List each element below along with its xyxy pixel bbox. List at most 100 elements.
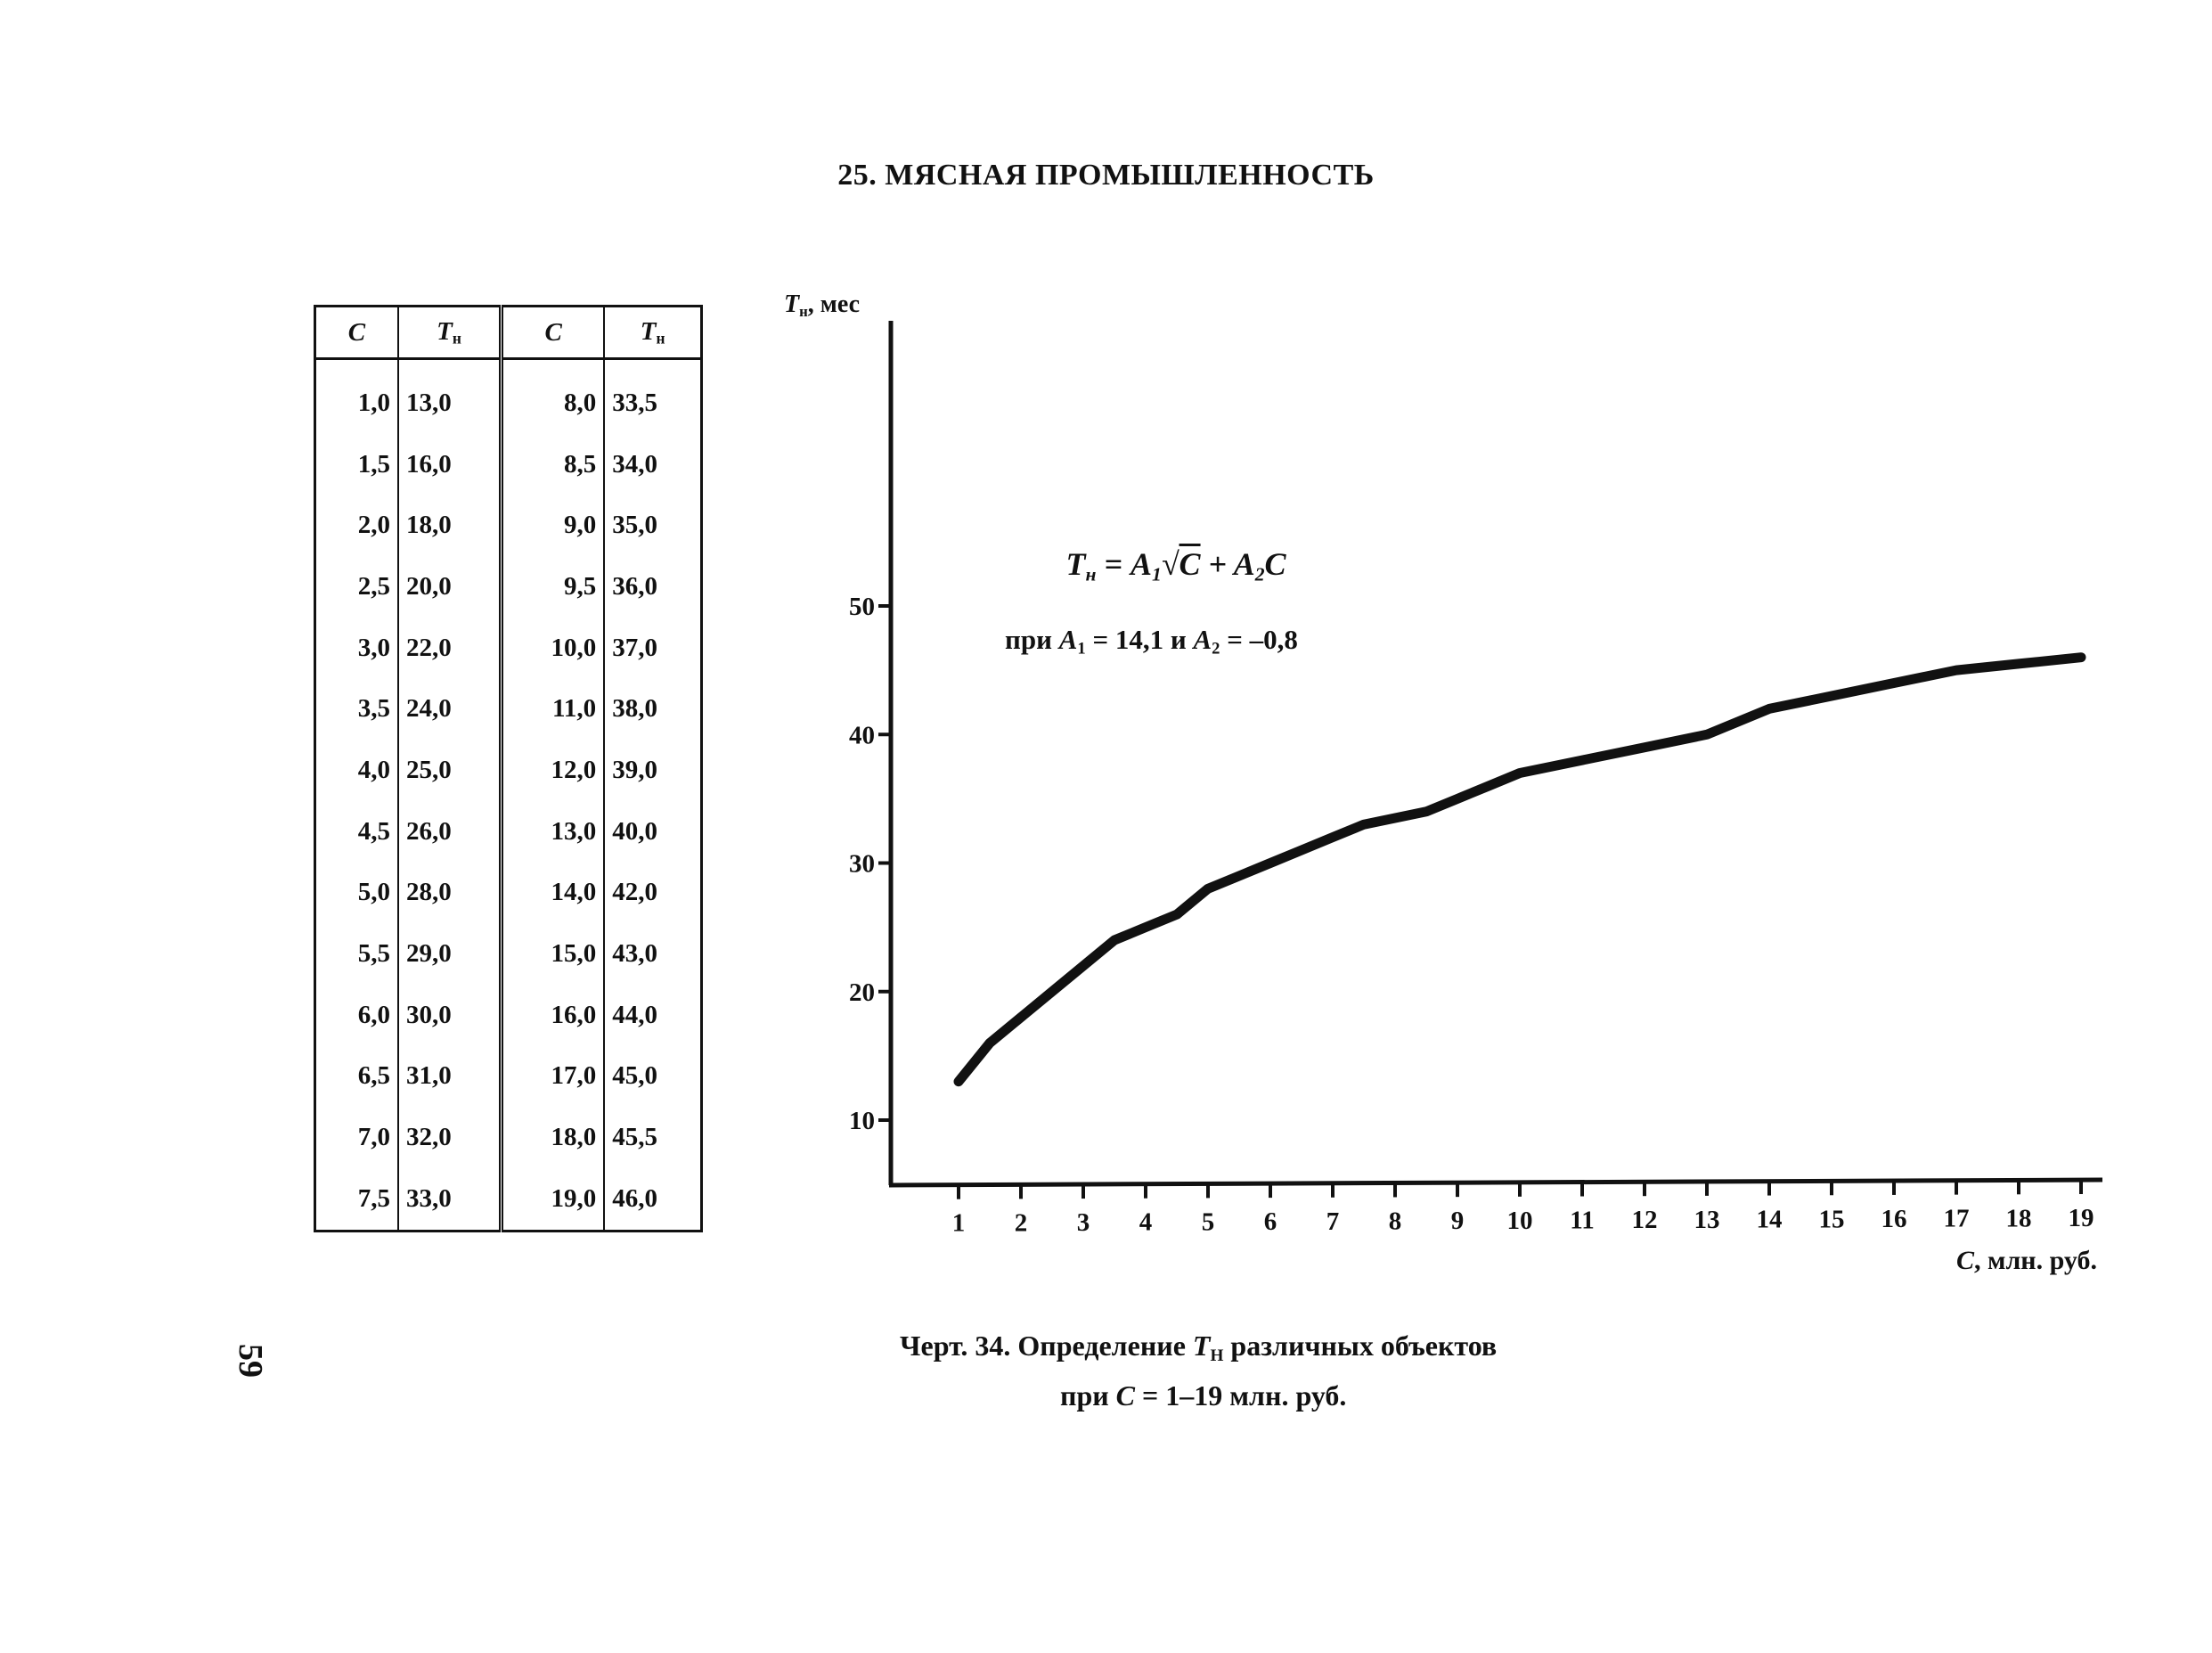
- x-tick-label: 6: [1264, 1207, 1277, 1236]
- table-cell: 9,0: [500, 495, 606, 557]
- x-tick-label: 12: [1632, 1206, 1658, 1234]
- table-header-row: C Tн C Tн: [313, 305, 704, 360]
- sqrt-sign: √: [1161, 546, 1179, 582]
- table-cell: 43,0: [604, 923, 704, 985]
- y-tick-label: 50: [849, 593, 875, 621]
- table-cell: 4,5: [313, 800, 399, 863]
- table-cell: 2,0: [313, 495, 399, 557]
- formula-condition: при A1 = 14,1 и A2 = –0,8: [1005, 624, 1298, 659]
- table-cell: 6,0: [313, 984, 399, 1046]
- x-tick-label: 18: [2006, 1204, 2032, 1232]
- table-row: 3,5 24,0 11,0 38,0: [313, 678, 704, 741]
- table-cell: 11,0: [500, 678, 606, 741]
- table-row: 1,5 16,0 8,5 34,0: [313, 433, 704, 495]
- table-row: 6,0 30,0 16,0 44,0: [313, 984, 704, 1046]
- table-cell: 46,0: [604, 1167, 704, 1232]
- header-c-left: C: [313, 305, 399, 360]
- table-row: 5,5 29,0 15,0 43,0: [313, 923, 704, 985]
- y-tick-label: 40: [849, 721, 875, 749]
- table-row: 7,5 33,0 19,0 46,0: [313, 1167, 704, 1232]
- table-cell: 28,0: [397, 862, 504, 924]
- table-body: 1,0 13,0 8,0 33,5 1,5 16,0 8,5 34,0 2,0 18,0 9,0 35…: [313, 358, 704, 1232]
- table-row: 4,5 26,0 13,0 40,0: [313, 800, 704, 863]
- table-row: 3,0 22,0 10,0 37,0: [313, 617, 704, 679]
- table-cell: 1,0: [313, 358, 399, 434]
- table-cell: 32,0: [397, 1107, 504, 1168]
- header-t-right: Tн: [604, 305, 704, 360]
- table-cell: 42,0: [604, 862, 704, 924]
- table-cell: 8,5: [500, 433, 606, 495]
- x-tick-label: 15: [1819, 1205, 1845, 1233]
- table-cell: 45,5: [604, 1107, 704, 1168]
- table-cell: 40,0: [604, 800, 704, 863]
- table-row: 1,0 13,0 8,0 33,5: [313, 358, 704, 434]
- table-cell: 17,0: [500, 1045, 606, 1108]
- table-cell: 4,0: [313, 740, 399, 801]
- table-cell: 5,5: [313, 923, 399, 985]
- y-tick-label: 20: [849, 978, 875, 1007]
- table-cell: 24,0: [397, 678, 504, 741]
- table-cell: 3,0: [313, 617, 399, 679]
- table-cell: 38,0: [604, 678, 704, 741]
- table-cell: 13,0: [500, 800, 606, 863]
- y-axis-label: Tн, мес: [784, 291, 861, 321]
- table-cell: 37,0: [604, 617, 704, 679]
- header-t-left: Tн: [397, 305, 504, 360]
- table-cell: 35,0: [604, 495, 704, 557]
- table-cell: 18,0: [397, 495, 504, 557]
- table-cell: 7,0: [313, 1107, 399, 1168]
- table-cell: 34,0: [604, 433, 704, 495]
- table-cell: 10,0: [500, 617, 606, 679]
- table-row: 5,0 28,0 14,0 42,0: [313, 862, 704, 924]
- x-tick-label: 14: [1757, 1206, 1783, 1234]
- x-tick-label: 13: [1694, 1206, 1720, 1234]
- table-cell: 16,0: [500, 984, 606, 1046]
- page-number: 59: [232, 1344, 269, 1378]
- table-cell: 2,5: [313, 556, 399, 618]
- table-row: 4,0 25,0 12,0 39,0: [313, 740, 704, 801]
- x-tick-label: 3: [1077, 1208, 1090, 1237]
- x-tick-label: 7: [1326, 1207, 1340, 1236]
- table-cell: 6,5: [313, 1045, 399, 1108]
- x-tick-label: 17: [1944, 1205, 1970, 1233]
- table-cell: 19,0: [500, 1167, 606, 1232]
- table-cell: 1,5: [313, 433, 399, 495]
- x-axis-label: C, млн. руб.: [1956, 1246, 2097, 1275]
- table-cell: 7,5: [313, 1167, 399, 1232]
- x-tick-label: 9: [1451, 1207, 1465, 1235]
- table-row: 2,0 18,0 9,0 35,0: [313, 495, 704, 557]
- table-row: 6,5 31,0 17,0 45,0: [313, 1045, 704, 1108]
- header-c-right: C: [500, 305, 606, 360]
- table-cell: 18,0: [500, 1107, 606, 1168]
- table-cell: 16,0: [397, 433, 504, 495]
- table-cell: 13,0: [397, 358, 504, 434]
- formula: Tн = A1√C + A2C: [1065, 546, 1286, 585]
- data-table: C Tн C Tн 1,0 13,0 8,0 33,5 1,5 16,0 8,5 34,0 2,…: [313, 305, 704, 1232]
- table-cell: 39,0: [604, 740, 704, 801]
- x-tick-label: 19: [2069, 1204, 2094, 1232]
- page-heading: 25. МЯСНАЯ ПРОМЫШЛЕННОСТЬ: [837, 159, 1375, 192]
- table-cell: 31,0: [397, 1045, 504, 1108]
- table-cell: 5,0: [313, 862, 399, 924]
- x-tick-label: 10: [1507, 1207, 1533, 1235]
- x-axis-line: [888, 1177, 2103, 1188]
- y-tick-label: 30: [849, 850, 875, 879]
- x-tick-label: 4: [1139, 1208, 1153, 1237]
- table-cell: 26,0: [397, 800, 504, 863]
- x-tick-label: 8: [1389, 1207, 1402, 1235]
- table-cell: 8,0: [500, 358, 606, 434]
- x-tick-label: 1: [952, 1209, 966, 1238]
- table-cell: 44,0: [604, 984, 704, 1046]
- table-cell: 15,0: [500, 923, 606, 985]
- series-line: [953, 652, 2086, 1087]
- figure-caption: Черт. 34. Определение TН различных объек…: [900, 1326, 1577, 1415]
- table-cell: 20,0: [397, 556, 504, 618]
- figure-caption-line2: при C = 1–19 млн. руб.: [1060, 1379, 1347, 1412]
- table-cell: 25,0: [397, 740, 504, 801]
- table-cell: 36,0: [604, 556, 704, 618]
- table-cell: 12,0: [500, 740, 606, 801]
- x-tick-label: 5: [1202, 1207, 1215, 1236]
- table-cell: 3,5: [313, 678, 399, 741]
- table-cell: 45,0: [604, 1045, 704, 1108]
